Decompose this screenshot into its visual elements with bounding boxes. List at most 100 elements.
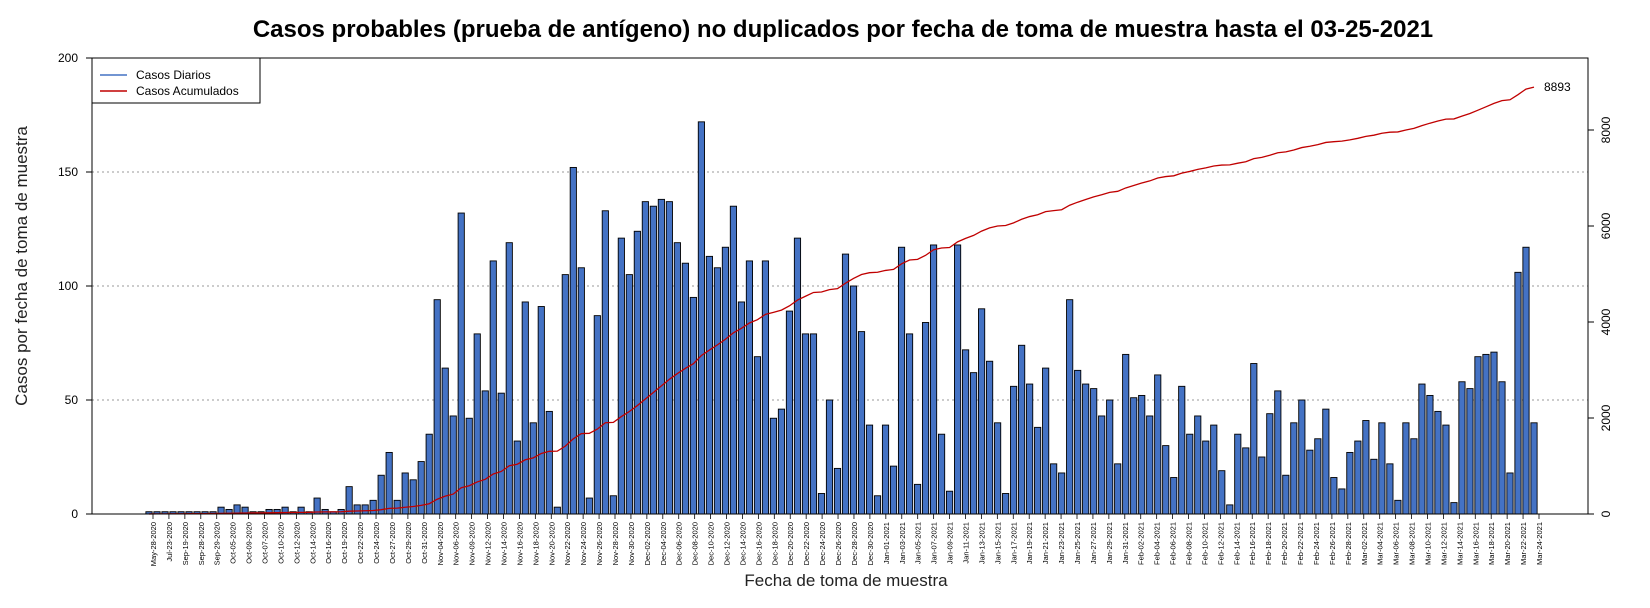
bar [1362,420,1370,515]
bar [801,333,810,515]
bar [513,440,521,515]
bar [809,333,818,515]
bar [970,372,978,515]
x-tick-label: Nov-24-2020 [579,522,588,565]
bar [689,296,697,515]
bar [769,417,778,515]
bar [1314,438,1322,515]
bar [1322,408,1330,515]
bar [1522,246,1530,515]
x-tick-label: Oct-19-2020 [340,522,349,564]
bar [929,244,938,515]
x-tick-label: Dec-16-2020 [754,522,763,565]
x-tick-label: Jan-29-2021 [1105,522,1114,564]
cumulative-line [148,86,1535,515]
x-tick-label: Jan-21-2021 [1041,522,1050,564]
y-tick-label: 150 [58,165,78,179]
y2-tick-label: 4000 [1599,308,1613,335]
x-tick-label: Mar-14-2021 [1455,522,1464,565]
bar [817,493,826,515]
bar [881,424,890,515]
x-tick-label: Mar-04-2021 [1376,522,1385,565]
y2-tick-label: 8000 [1599,116,1613,143]
x-tick-label: Sep-29-2020 [213,522,222,565]
bar [465,417,473,515]
bar [913,483,922,515]
bar [721,246,729,515]
bars-series [145,121,1538,515]
bar [857,331,866,515]
bar [361,504,369,515]
legend-label-daily: Casos Diarios [136,68,211,82]
bar [545,410,553,515]
x-tick-label: Jan-17-2021 [1009,522,1018,564]
x-tick-label: Mar-18-2021 [1487,522,1496,565]
x-axis: May-28-2020 Jul-23-2020 Sep-19-2020 Sep-28-… [149,513,1544,566]
x-tick-label: Feb-10-2021 [1200,522,1209,565]
bar [1026,383,1034,515]
y2-tick-label: 2000 [1599,404,1613,431]
bar [1090,388,1098,515]
bar [1250,363,1258,515]
x-tick-label: Nov-30-2020 [627,522,636,565]
bar [849,285,858,515]
x-tick-label: Jan-05-2021 [914,522,923,564]
x-tick-label: Mar-10-2021 [1423,522,1432,565]
bar [1274,390,1282,515]
x-tick-label: Jan-31-2021 [1121,522,1130,564]
bar [697,121,705,515]
bar [921,322,930,515]
x-tick-label: Oct-09-2020 [245,522,254,564]
bar [1170,477,1178,515]
bar [946,490,954,515]
bar [785,310,794,515]
bar [986,360,994,515]
x-tick-label: Jan-27-2021 [1089,522,1098,564]
bar [1154,374,1162,515]
bar [673,242,681,515]
bar [1218,470,1226,515]
x-tick-label: Oct-24-2020 [372,522,381,564]
bar [473,333,481,515]
x-tick-label: Jan-03-2021 [898,522,907,564]
y-axis-right: 0 2000 4000 6000 8000 [1588,116,1613,517]
bar [409,479,417,515]
x-tick-label: Oct-05-2020 [229,522,238,564]
bar [441,367,449,515]
bar [825,399,834,515]
x-tick-label: Nov-16-2020 [515,522,524,565]
bar [1386,463,1394,515]
x-tick-label: Oct-29-2020 [404,522,413,564]
bar [1378,422,1386,515]
bar [761,260,770,515]
bar [553,506,561,515]
x-tick-label: Nov-18-2020 [531,522,540,565]
x-tick-label: Nov-20-2020 [547,522,556,565]
x-tick-label: Feb-28-2021 [1344,522,1353,565]
x-tick-label: Mar-02-2021 [1360,522,1369,565]
x-tick-label: Dec-06-2020 [675,522,684,565]
x-tick-label: Nov-28-2020 [611,522,620,565]
y-axis-left: 0 50 100 150 200 [58,51,92,521]
x-tick-label: Jan-09-2021 [946,522,955,564]
bar [497,392,505,515]
x-tick-label: Nov-14-2020 [499,522,508,565]
x-tick-label: Dec-26-2020 [834,522,843,565]
bar [777,408,786,515]
bar [369,499,377,515]
x-tick-label: Dec-30-2020 [866,522,875,565]
x-tick-label: Jan-01-2021 [882,522,891,564]
bar [1370,458,1378,515]
bar [873,495,882,515]
x-axis-title: Fecha de toma de muestra [744,571,948,590]
bar [745,260,753,515]
bar [1130,397,1138,515]
bar [529,422,537,515]
x-tick-label: Dec-22-2020 [802,522,811,565]
bar [705,255,713,515]
bar [457,212,465,515]
x-tick-label: Feb-18-2021 [1264,522,1273,565]
x-tick-label: Feb-02-2021 [1137,522,1146,565]
bar [1450,502,1458,515]
bar [345,486,353,515]
